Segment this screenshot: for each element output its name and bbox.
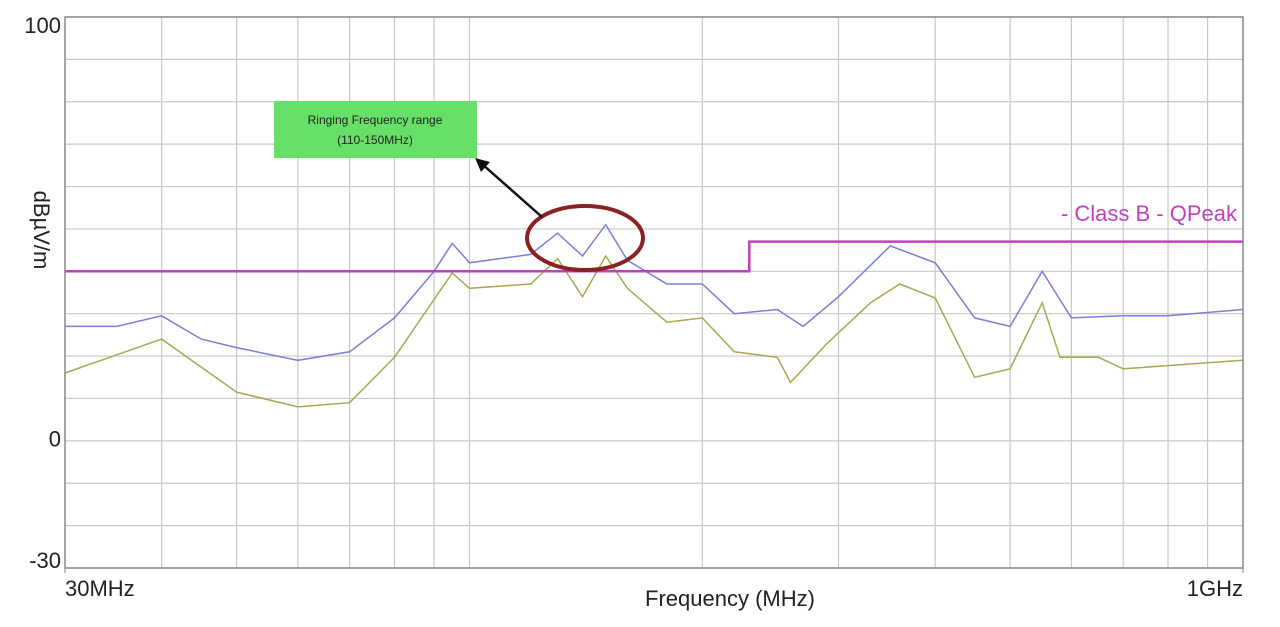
y-tick-label: -30 xyxy=(29,548,61,573)
plot-frame xyxy=(64,16,1244,569)
x-tick-label: 1GHz xyxy=(1187,576,1243,601)
annotation-text: (110-150MHz) xyxy=(337,133,413,147)
annotation-text: Ringing Frequency range xyxy=(308,113,443,127)
series-line xyxy=(65,223,1244,362)
plot xyxy=(64,223,1244,408)
highlight-ellipse xyxy=(525,204,645,272)
grid xyxy=(64,16,1244,573)
annotation-box xyxy=(274,101,477,158)
annotation-arrow xyxy=(481,163,543,218)
series-line xyxy=(64,254,1244,408)
legend-label: - Class B - QPeak xyxy=(1061,201,1238,226)
y-tick-label: 100 xyxy=(24,13,61,38)
arrow-head xyxy=(475,158,490,172)
y-axis-label: dBµV/m xyxy=(29,191,54,270)
x-tick-label: 30MHz xyxy=(65,576,135,601)
series-line xyxy=(65,240,1243,273)
y-tick-label: 0 xyxy=(49,427,61,452)
x-axis-label: Frequency (MHz) xyxy=(645,586,815,611)
